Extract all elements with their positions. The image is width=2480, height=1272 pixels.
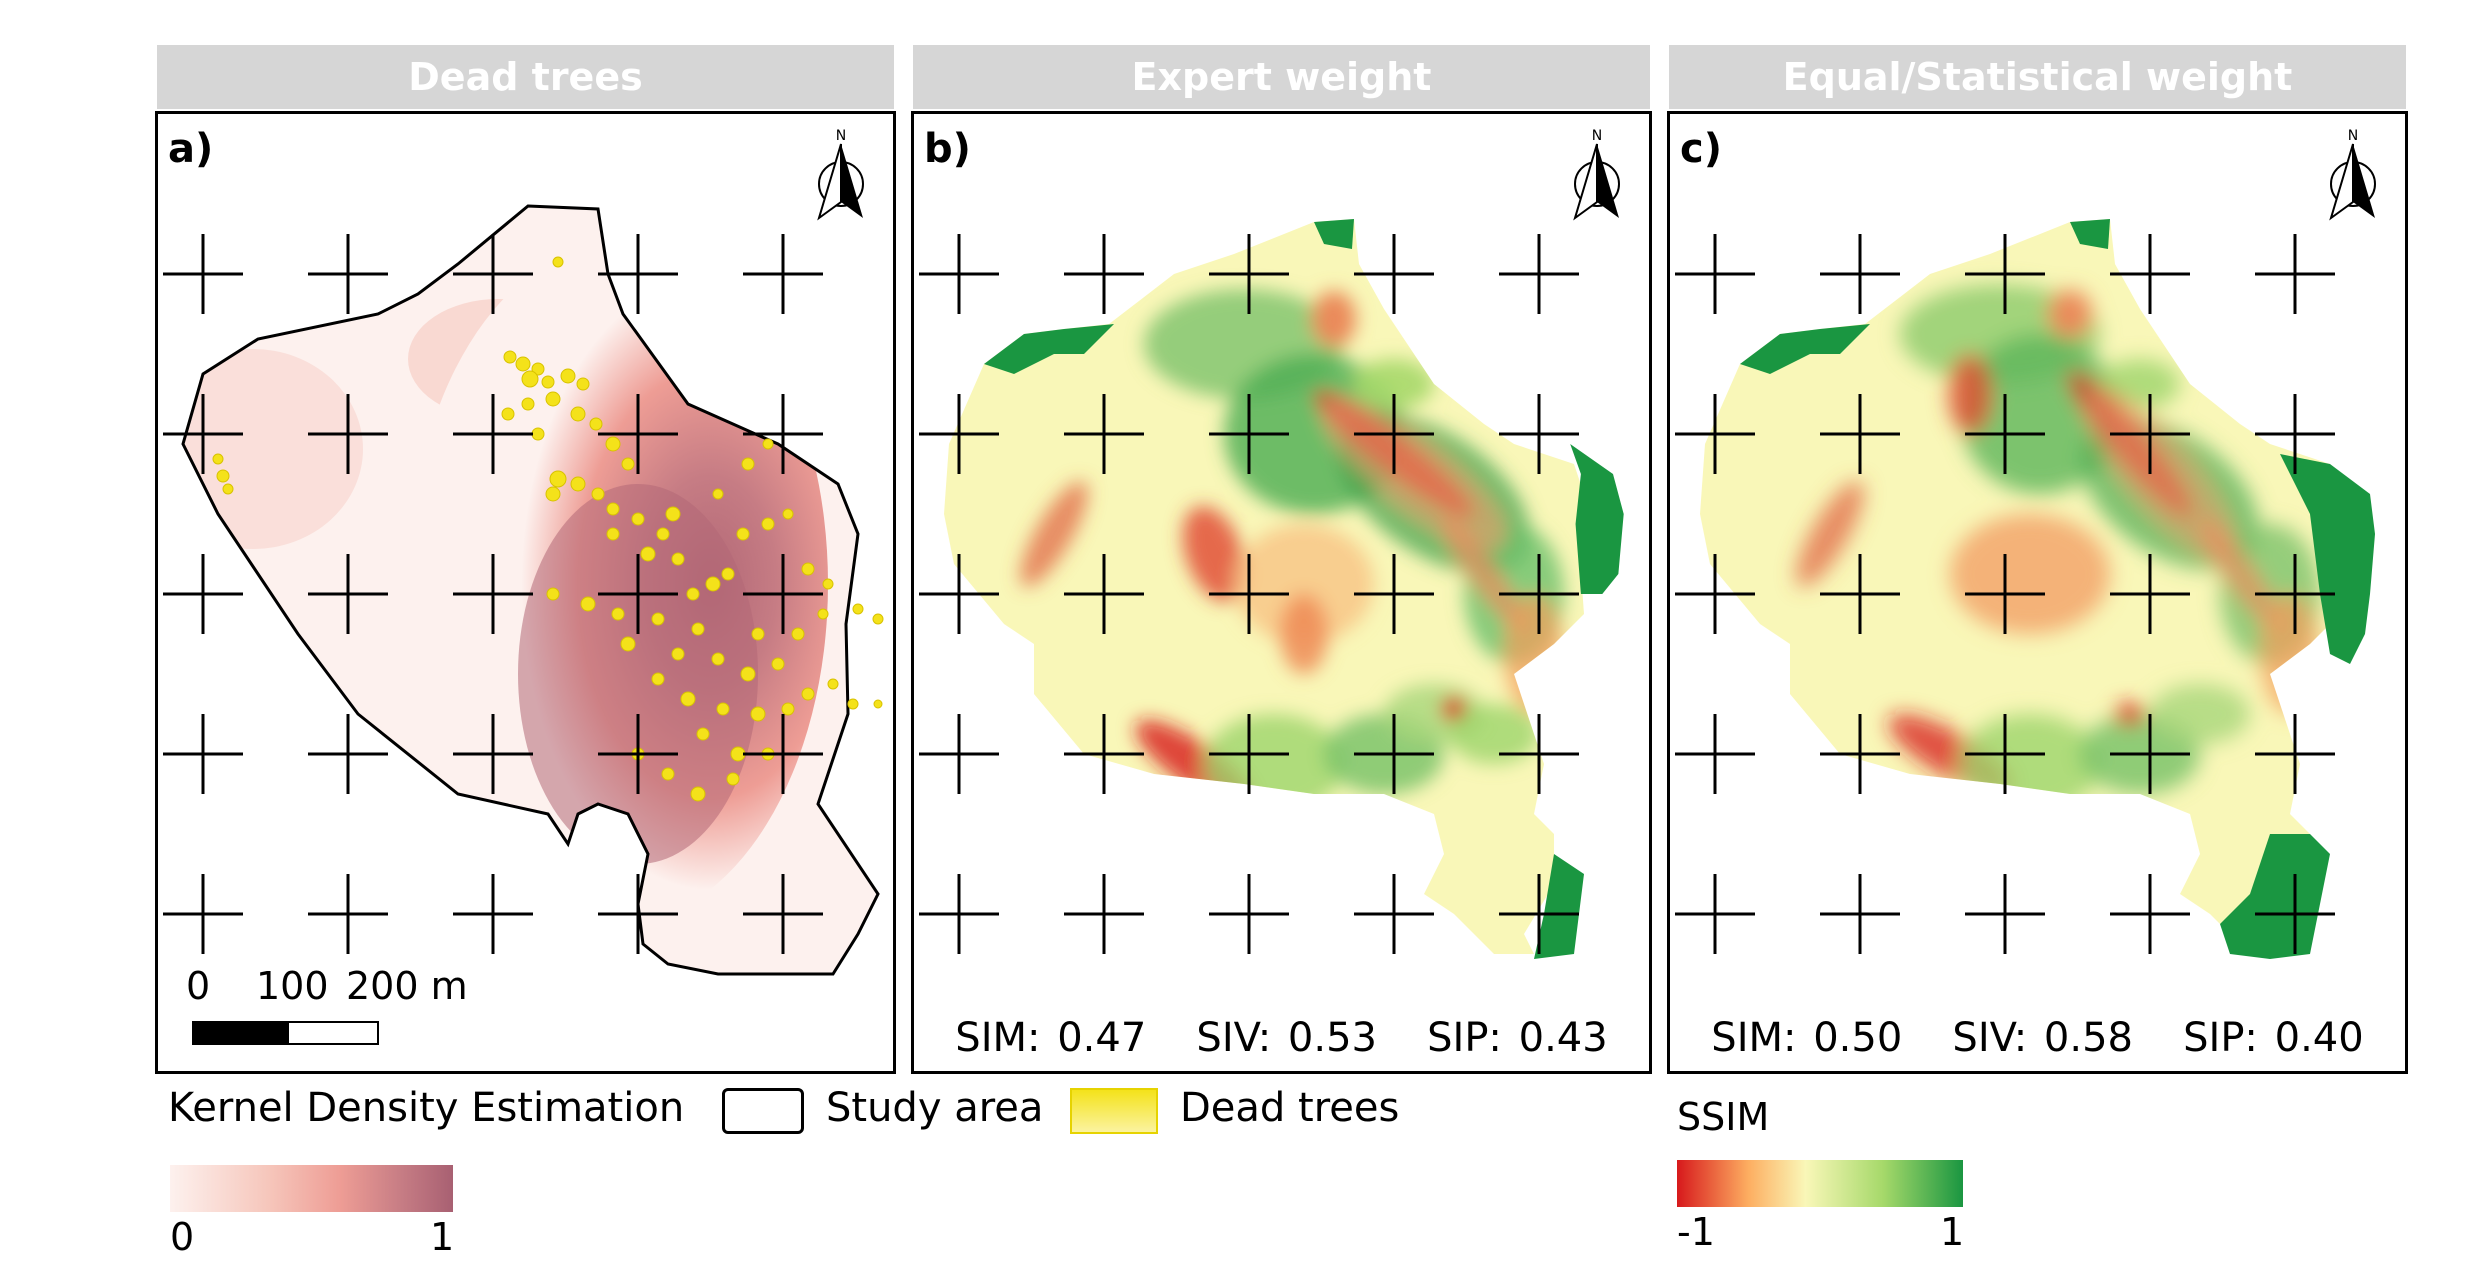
ssim-color-ramp — [1677, 1160, 1963, 1207]
kde-min-label: 0 — [170, 1215, 195, 1259]
panel-a-header: Dead trees — [157, 45, 894, 109]
svg-text:N: N — [2348, 128, 2358, 144]
scale-tick-200: 200 m — [346, 964, 468, 1008]
grid-crosses — [919, 234, 1579, 954]
siv-value: 0.58 — [2043, 1015, 2133, 1061]
panel-c-header: Equal/Statistical weight — [1669, 45, 2406, 109]
study-area-label: Study area — [826, 1085, 1044, 1131]
panel-b-label: b) — [924, 126, 971, 172]
ssim-map-expert — [919, 219, 1624, 959]
panel-b-stats: SIM: 0.47 SIV: 0.53 SIP: 0.43 — [914, 1015, 1649, 1061]
study-area-swatch — [722, 1088, 804, 1134]
sip-value: 0.40 — [2274, 1015, 2364, 1061]
sip-value: 0.43 — [1518, 1015, 1608, 1061]
sip-label: SIP: — [2183, 1015, 2258, 1061]
panel-c-label: c) — [1680, 126, 1722, 172]
sim-value: 0.47 — [1057, 1015, 1147, 1061]
ssim-min-label: -1 — [1677, 1210, 1715, 1254]
sim-value: 0.50 — [1813, 1015, 1903, 1061]
dead-tree-points — [212, 256, 884, 802]
ssim-map-equal — [1675, 219, 2375, 959]
panel-a-label: a) — [168, 126, 214, 172]
scale-bar — [192, 1021, 379, 1045]
ssim-max-label: 1 — [1940, 1210, 1965, 1254]
north-arrow-icon: N — [817, 128, 864, 221]
dead-trees-label: Dead trees — [1180, 1085, 1400, 1131]
siv-label: SIV: — [1196, 1015, 1272, 1061]
siv-label: SIV: — [1952, 1015, 2028, 1061]
ssim-legend-title: SSIM — [1677, 1095, 1770, 1139]
panel-c-stats: SIM: 0.50 SIV: 0.58 SIP: 0.40 — [1670, 1015, 2405, 1061]
svg-text:N: N — [836, 128, 846, 144]
kde-max-label: 1 — [430, 1215, 455, 1259]
kde-map — [163, 204, 884, 1045]
panel-expert-weight: b) N SIM: 0.47 SIV: 0.53 SIP: 0.43 — [911, 111, 1652, 1074]
scale-tick-100: 100 — [256, 964, 329, 1008]
ssim-edge-zones — [984, 219, 1624, 959]
sip-label: SIP: — [1427, 1015, 1502, 1061]
sim-label: SIM: — [955, 1015, 1041, 1061]
siv-value: 0.53 — [1287, 1015, 1377, 1061]
kde-legend-title: Kernel Density Estimation — [168, 1085, 685, 1131]
panel-dead-trees: a) N 0 100 200 m — [155, 111, 896, 1074]
dead-trees-swatch — [1070, 1088, 1158, 1134]
grid-crosses — [163, 234, 823, 954]
north-arrow-icon: N — [2329, 128, 2376, 221]
panel-b-header: Expert weight — [913, 45, 1650, 109]
kde-color-ramp — [170, 1165, 453, 1212]
north-arrow-icon: N — [1573, 128, 1620, 221]
svg-text:N: N — [1592, 128, 1602, 144]
grid-crosses — [1675, 234, 2335, 954]
sim-label: SIM: — [1711, 1015, 1797, 1061]
panel-equal-weight: c) N SIM: 0.50 SIV: 0.58 SIP: 0.40 — [1667, 111, 2408, 1074]
ssim-edge-zones — [1740, 219, 2375, 959]
scale-tick-0: 0 — [186, 964, 211, 1008]
